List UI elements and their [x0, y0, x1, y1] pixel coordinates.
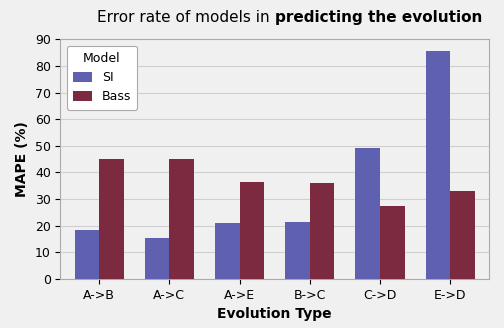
Bar — [380, 206, 405, 279]
Bar — [426, 51, 450, 279]
Bar — [239, 182, 264, 279]
Text: predicting the evolution: predicting the evolution — [275, 10, 482, 25]
Bar — [75, 230, 99, 279]
Y-axis label: MAPE (%): MAPE (%) — [15, 121, 29, 197]
X-axis label: Evolution Type: Evolution Type — [217, 307, 332, 321]
Text: Error rate of models in: Error rate of models in — [97, 10, 275, 25]
Bar — [99, 159, 123, 279]
Bar — [355, 149, 380, 279]
Bar — [145, 237, 169, 279]
Bar — [310, 183, 334, 279]
Legend: SI, Bass: SI, Bass — [67, 46, 138, 110]
Bar — [169, 159, 194, 279]
Bar — [285, 222, 310, 279]
Bar — [215, 223, 239, 279]
Bar — [450, 191, 475, 279]
